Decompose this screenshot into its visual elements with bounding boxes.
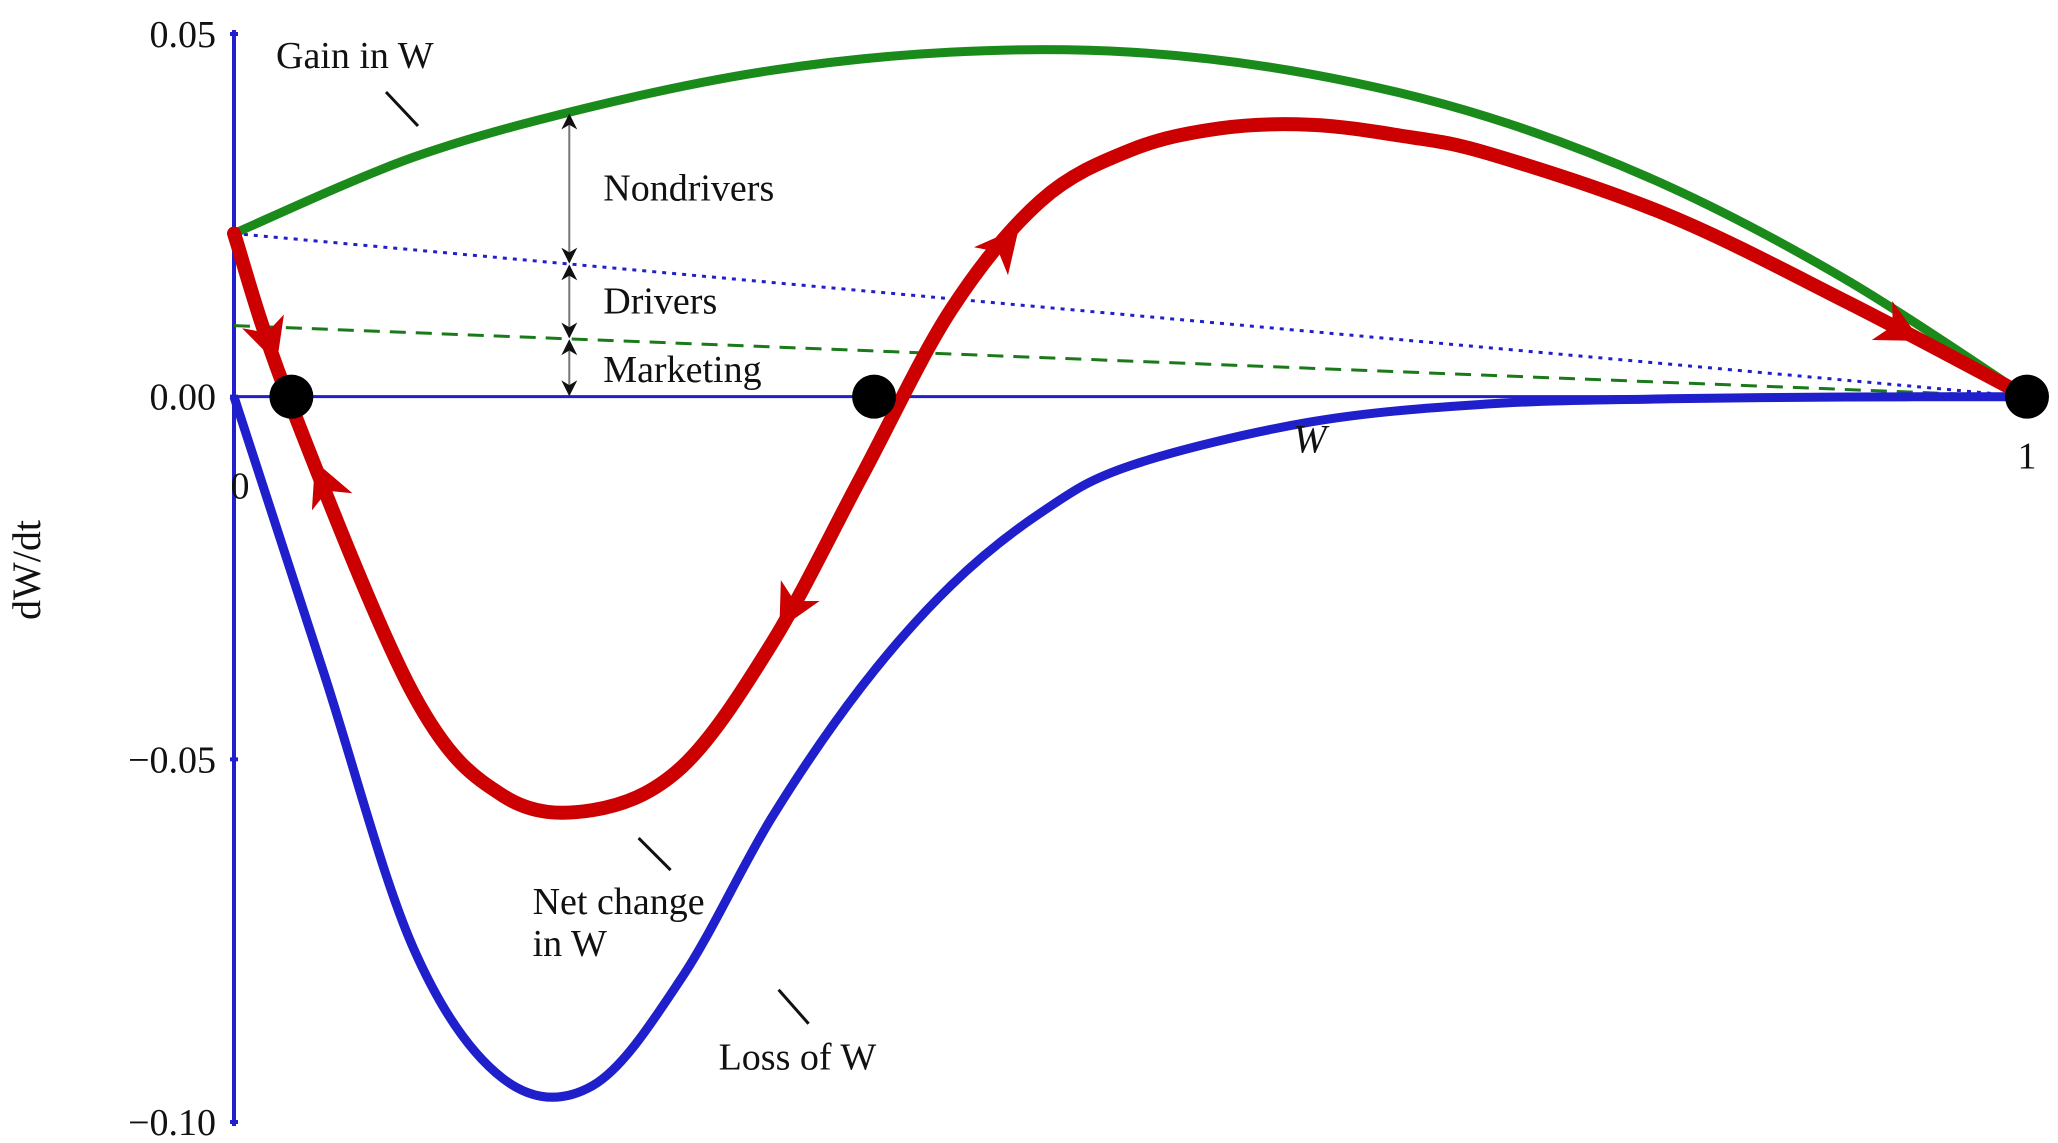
flow-arrow (779, 580, 820, 630)
y-tick-label: 0.00 (150, 377, 217, 419)
flow-arrow (242, 314, 284, 364)
axes (230, 30, 2027, 1126)
y-tick-label: −0.05 (128, 739, 216, 781)
equilibrium-points (269, 374, 2049, 419)
y-tick-label: −0.10 (128, 1102, 216, 1143)
x-tick-label: 0 (231, 466, 250, 508)
y-axis-label: dW/dt (4, 520, 49, 620)
nondrivers-reference-line (233, 232, 2028, 399)
nondrivers-label: Nondrivers (603, 168, 774, 210)
gain-label: Gain in W (276, 35, 434, 77)
equilibrium-point (852, 374, 897, 419)
net-change-curve (227, 117, 2034, 820)
flow-arrows (242, 227, 1921, 630)
equilibrium-point (269, 374, 314, 419)
y-tick-label: 0.05 (150, 14, 217, 56)
leader-line (777, 988, 810, 1025)
net-change-label: Net change (533, 881, 705, 923)
drivers-label: Drivers (603, 280, 717, 322)
leader-line (384, 90, 420, 128)
loss-curve (229, 392, 2028, 1102)
marketing-label: Marketing (603, 349, 761, 391)
flow-arrow (974, 227, 1019, 276)
x-axis-label: W (1293, 417, 1330, 462)
gain-curve (232, 45, 2030, 401)
flow-arrow (1871, 300, 1921, 341)
leader-line (637, 837, 672, 872)
flow-arrow (311, 461, 353, 511)
loss-label: Loss of W (719, 1037, 877, 1079)
net-change-label: in W (533, 923, 607, 965)
x-tick-label: 1 (2018, 436, 2037, 478)
marketing-reference-line (233, 324, 2028, 399)
equilibrium-point (2005, 374, 2049, 419)
leader-lines (384, 90, 810, 1025)
